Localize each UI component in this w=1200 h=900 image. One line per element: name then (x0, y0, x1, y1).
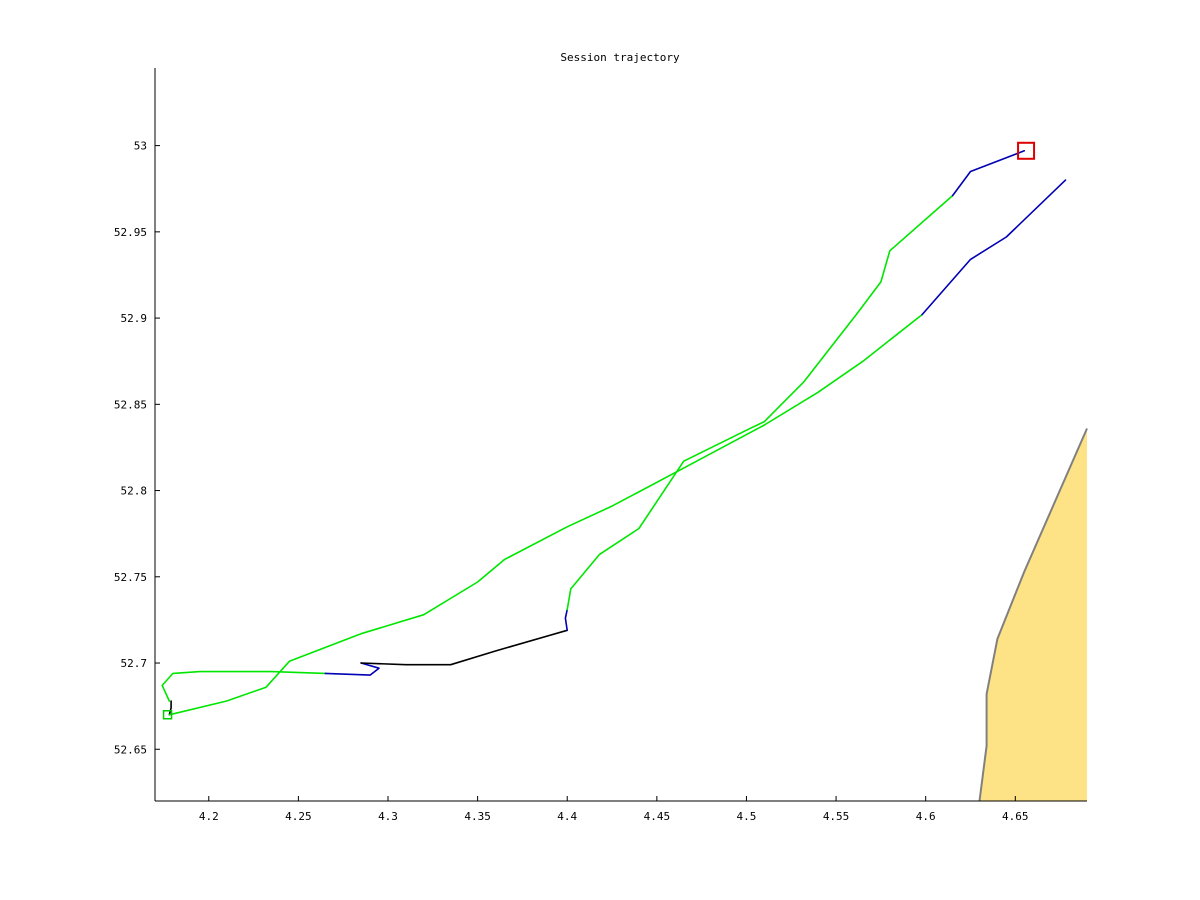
y-tick-label: 52.8 (121, 485, 148, 498)
start-marker (162, 710, 173, 720)
coastline (978, 428, 1088, 802)
y-tick-label: 52.75 (114, 571, 147, 584)
chart-title: Session trajectory (560, 51, 680, 64)
y-tick-label: 52.9 (121, 312, 148, 325)
y-tick-label: 53 (134, 140, 147, 153)
trajectory-segment-3 (360, 629, 569, 666)
plot-area (161, 141, 1088, 802)
x-tick-label: 4.4 (557, 810, 577, 823)
x-tick-label: 4.3 (378, 810, 398, 823)
trajectory-segment-7 (168, 313, 923, 716)
y-tick-label: 52.85 (114, 398, 147, 411)
trajectory-segment-6 (951, 150, 1026, 197)
trajectory-segment-5 (566, 194, 954, 611)
trajectory-segment-4 (564, 608, 569, 632)
x-tick-label: 4.35 (464, 810, 491, 823)
y-tick-label: 52.65 (114, 743, 147, 756)
x-tick-label: 4.6 (916, 810, 936, 823)
x-tick-label: 4.25 (285, 810, 312, 823)
end-marker (1017, 141, 1036, 160)
trajectory-segment-0 (168, 700, 172, 716)
land-area (979, 428, 1087, 801)
x-tick-label: 4.65 (1002, 810, 1029, 823)
axes: 4.2 4.25 4.3 4.35 4.4 4.45 4.5 4.55 4.6 4.65 52.65… (114, 68, 1087, 823)
x-tick-label: 4.2 (199, 810, 219, 823)
y-tick-label: 52.7 (121, 657, 148, 670)
x-tick-label: 4.45 (644, 810, 671, 823)
trajectory-segment-2 (324, 662, 380, 676)
x-tick-label: 4.55 (823, 810, 850, 823)
trajectory-segment-8 (921, 179, 1067, 316)
y-tick-label: 52.95 (114, 226, 147, 239)
x-tick-label: 4.5 (737, 810, 757, 823)
